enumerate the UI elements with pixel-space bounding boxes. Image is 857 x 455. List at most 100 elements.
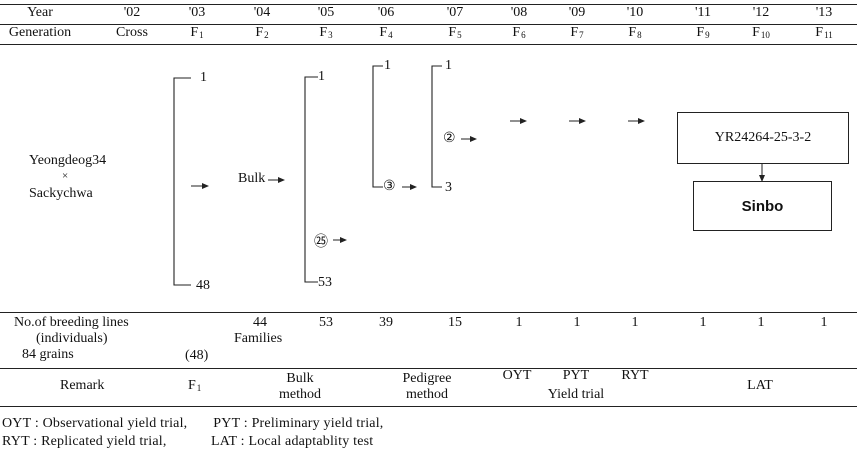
lines-value: 15 [448, 315, 462, 330]
generation-subscript: 9 [705, 30, 710, 40]
remark-bulk-line2: method [279, 387, 321, 402]
generation-cell: F7 [547, 25, 607, 41]
table-top-rule [0, 4, 857, 5]
generation-base: F [752, 25, 760, 40]
generation-cell: F4 [356, 25, 416, 41]
f1-top-number: 1 [200, 70, 207, 85]
header-divider [0, 24, 857, 25]
year-cell: '05 [317, 5, 335, 20]
lines-label-line1: No.of breeding lines [14, 315, 129, 330]
generation-base: F [319, 25, 328, 40]
bulk-label: Bulk [238, 171, 266, 186]
generation-base: F [512, 25, 521, 40]
generation-base: F [628, 25, 637, 40]
year-header-label: Year [27, 5, 53, 20]
generation-cell: Cross [102, 25, 162, 41]
lines-value: 1 [757, 315, 765, 330]
remark-lat: LAT [747, 378, 773, 393]
f3-bracket [304, 76, 318, 283]
year-cell: '09 [568, 5, 586, 20]
generation-base: F [190, 25, 199, 40]
f2-lines-unit: Families [234, 331, 283, 346]
year-cell: '10 [626, 5, 644, 20]
cross-symbol: × [62, 170, 69, 182]
generation-cell: F10 [731, 25, 791, 41]
generation-divider [0, 44, 857, 45]
generation-cell: F1 [167, 25, 227, 41]
generation-base: F [448, 25, 457, 40]
generation-subscript: 4 [388, 30, 393, 40]
year-cell: '06 [377, 5, 395, 20]
year-cell: '13 [815, 5, 833, 20]
generation-cell: F9 [673, 25, 733, 41]
lines-value: 1 [515, 315, 523, 330]
generation-cell: F3 [296, 25, 356, 41]
generation-subscript: 8 [637, 30, 642, 40]
generation-base: F [696, 25, 705, 40]
remark-pedigree-line1: Pedigree [402, 371, 452, 386]
remark-ryt: RYT [621, 368, 649, 383]
remark-oyt: OYT [502, 368, 532, 383]
f4-top-number: 1 [384, 58, 391, 73]
year-cell: '12 [752, 5, 770, 20]
lines-value: 53 [319, 315, 333, 330]
legend-line-1: OYT : Observational yield trial, PYT : P… [2, 416, 384, 431]
remark-f1-base: F [188, 378, 196, 393]
generation-cell: F11 [794, 25, 854, 41]
remark-yield-trial: Yield trial [547, 387, 605, 402]
generation-base: Cross [116, 25, 148, 40]
generation-subscript: 11 [824, 30, 833, 40]
year-cell: '11 [694, 5, 711, 20]
generation-cell: F2 [232, 25, 292, 41]
lines-label-line2: (individuals) [36, 331, 108, 346]
line-name-box: YR24264-25-3-2 [677, 112, 849, 164]
generation-subscript: 6 [521, 30, 526, 40]
f1-lines-value: (48) [185, 348, 209, 363]
legend-line-2: RYT : Replicated yield trial, LAT : Loca… [2, 434, 374, 449]
generation-header-label: Generation [8, 25, 72, 40]
year-cell: '02 [123, 5, 141, 20]
generation-base: F [570, 25, 579, 40]
lines-value: 1 [631, 315, 639, 330]
f3-selected-number: ㉕ [314, 235, 328, 250]
f5-bracket [431, 65, 442, 188]
f2-lines-value: 44 [253, 315, 267, 330]
f3-top-number: 1 [318, 69, 325, 84]
remark-divider [0, 406, 857, 407]
generation-subscript: 2 [264, 30, 269, 40]
remark-f1: F1 [188, 378, 201, 394]
year-cell: '08 [510, 5, 528, 20]
variety-name: Sinbo [741, 197, 784, 215]
f5-top-number: 1 [445, 58, 452, 73]
lines-divider [0, 368, 857, 369]
generation-base: F [815, 25, 824, 40]
cross-parent-2: Sackychwa [29, 186, 93, 201]
generation-cell: F6 [489, 25, 549, 41]
generation-subscript: 7 [579, 30, 584, 40]
remark-label: Remark [60, 378, 105, 393]
lines-value: 1 [820, 315, 828, 330]
f1-bottom-number: 48 [196, 278, 210, 293]
remark-pedigree-line2: method [406, 387, 448, 402]
generation-base: F [379, 25, 388, 40]
f1-bracket [173, 77, 191, 286]
f3-bottom-number: 53 [318, 275, 332, 290]
year-cell: '07 [446, 5, 464, 20]
year-cell: '03 [188, 5, 206, 20]
remark-bulk-line1: Bulk [286, 371, 314, 386]
line-name: YR24264-25-3-2 [714, 130, 812, 145]
generation-subscript: 5 [457, 30, 462, 40]
remark-f1-sub: 1 [196, 383, 202, 393]
lines-value: 1 [699, 315, 707, 330]
generation-base: F [255, 25, 264, 40]
f5-selected-number: ② [443, 131, 456, 146]
remark-pyt: PYT [562, 368, 590, 383]
generation-cell: F8 [605, 25, 665, 41]
year-cell: '04 [253, 5, 271, 20]
cross-parent-1: Yeongdeog34 [29, 153, 107, 168]
generation-cell: F5 [425, 25, 485, 41]
generation-subscript: 3 [328, 30, 333, 40]
f4-bracket [372, 65, 383, 188]
f5-bottom-number: 3 [445, 180, 452, 195]
